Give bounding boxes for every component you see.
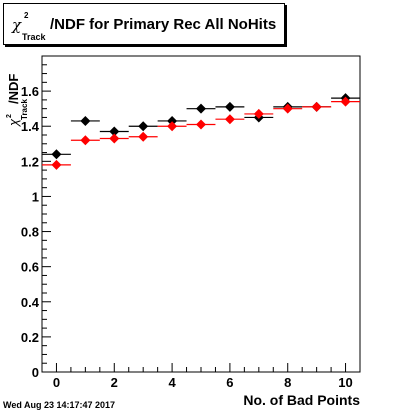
data-point-marker: [167, 115, 178, 126]
data-point-marker: [311, 101, 322, 112]
y-tick-label: 0.4: [21, 295, 40, 310]
data-point-marker: [80, 115, 91, 126]
y-axis-title-main: /NDF: [6, 74, 21, 104]
data-point-marker: [282, 103, 293, 114]
data-point-marker: [253, 108, 264, 119]
chart-title: /NDF for Primary Rec All NoHits: [50, 16, 277, 33]
axes-group: 0 2 4 6 8 10 0 0.2 0.4 0.6 0.8 1 1.2 1.4 1.6: [21, 64, 361, 390]
x-axis-title: No. of Bad Points: [243, 392, 360, 408]
x-tick-label: 8: [284, 375, 291, 390]
x-tick-label: 6: [226, 375, 233, 390]
y-axis-title-chi: χ: [6, 118, 21, 127]
x-tick-label: 10: [338, 375, 352, 390]
data-point-marker: [224, 114, 235, 125]
y-tick-label: 0.8: [21, 225, 39, 240]
data-point-marker: [138, 121, 149, 132]
y-axis-title-sub: Track: [20, 99, 29, 120]
y-tick-label: 0.6: [21, 260, 39, 275]
marks-group: [42, 93, 360, 170]
data-point-marker: [167, 121, 178, 132]
y-tick-label: 1.2: [21, 154, 39, 169]
x-tick-label: 2: [111, 375, 118, 390]
timestamp: Wed Aug 23 14:17:47 2017: [3, 400, 116, 410]
data-point-marker: [138, 131, 149, 142]
y-tick-label: 1.4: [21, 119, 40, 134]
y-tick-label: 0.2: [21, 330, 39, 345]
data-point-marker: [340, 96, 351, 107]
data-point-marker: [80, 135, 91, 146]
x-tick-label: 4: [168, 375, 176, 390]
data-point-marker: [109, 126, 120, 137]
data-point-marker: [51, 149, 62, 160]
y-tick-label: 0: [32, 365, 39, 380]
title-box: χ 2 Track /NDF for Primary Rec All NoHit…: [3, 3, 285, 45]
data-point-marker: [224, 101, 235, 112]
data-point-marker: [109, 133, 120, 144]
title-sup: 2: [24, 11, 29, 20]
title-sub: Track: [22, 32, 46, 42]
data-point-marker: [196, 103, 206, 114]
y-axis-title: /NDF χ 2 Track: [6, 74, 29, 127]
y-tick-label: 1: [32, 189, 39, 204]
data-point-marker: [196, 119, 206, 130]
title-chi: χ: [12, 16, 22, 34]
plot-frame: [41, 55, 361, 373]
y-tick-label: 1.6: [21, 84, 39, 99]
x-tick-label: 0: [53, 375, 60, 390]
data-point-marker: [51, 159, 62, 170]
y-axis-title-sup: 2: [6, 114, 13, 118]
